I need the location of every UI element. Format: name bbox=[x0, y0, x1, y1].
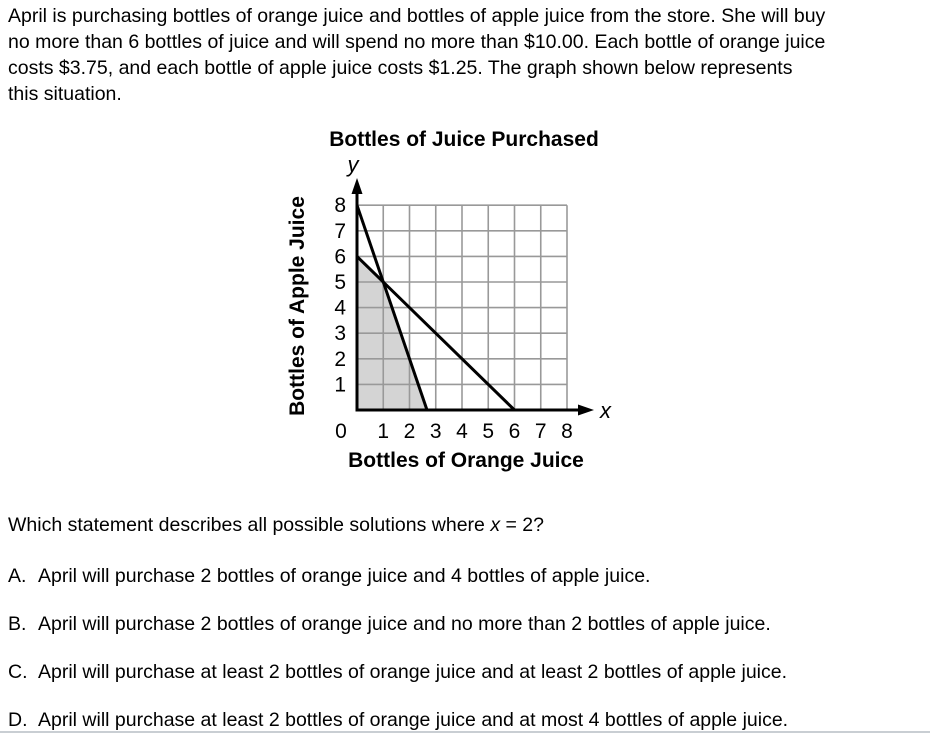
y-tick-label: 4 bbox=[334, 297, 346, 320]
x-tick-label: 4 bbox=[456, 420, 468, 443]
option-text: April will purchase 2 bottles of orange … bbox=[38, 613, 771, 635]
y-axis-arrow-icon bbox=[351, 178, 363, 194]
question-suffix: = 2? bbox=[500, 514, 544, 536]
x-tick-label: 3 bbox=[430, 420, 442, 443]
option-letter: D. bbox=[8, 709, 28, 731]
constraint-lines-layer bbox=[355, 204, 516, 412]
question-prefix: Which statement describes all possible s… bbox=[8, 514, 491, 536]
x-axis-letter: x bbox=[599, 398, 612, 423]
answer-option-d: D. April will purchase at least 2 bottle… bbox=[8, 707, 928, 733]
x-tick-label: 1 bbox=[377, 420, 389, 443]
problem-statement-line: April is purchasing bottles of orange ju… bbox=[8, 5, 826, 27]
x-axis-title: Bottles of Orange Juice bbox=[348, 449, 584, 472]
problem-statement-line: this situation. bbox=[8, 83, 122, 105]
x-tick-label: 0 bbox=[335, 420, 347, 443]
y-tick-label: 1 bbox=[334, 373, 346, 396]
answer-option-c: C. April will purchase at least 2 bottle… bbox=[8, 659, 928, 685]
juice-graph: Bottles of Juice Purchased 0 1 2 3 4 5 6 7 81234… bbox=[286, 128, 612, 472]
shallow-boundary-line bbox=[355, 255, 516, 412]
y-axis-letter: y bbox=[346, 152, 361, 177]
answer-option-a: A. April will purchase 2 bottles of oran… bbox=[8, 563, 928, 589]
steep-boundary-line bbox=[355, 204, 429, 411]
chart-title: Bottles of Juice Purchased bbox=[329, 128, 599, 151]
y-tick-label: 8 bbox=[334, 194, 346, 217]
option-letter: A. bbox=[8, 565, 27, 587]
answer-option-b: B. April will purchase 2 bottles of oran… bbox=[8, 611, 928, 637]
x-tick-label: 8 bbox=[561, 420, 573, 443]
y-tick-label: 7 bbox=[334, 220, 346, 243]
x-tick-label: 2 bbox=[404, 420, 416, 443]
page-bottom-edge-line bbox=[0, 731, 930, 733]
x-axis-arrow-icon bbox=[578, 404, 594, 416]
option-text: April will purchase at least 2 bottles o… bbox=[38, 709, 789, 731]
y-tick-label: 3 bbox=[334, 322, 346, 345]
y-tick-label: 2 bbox=[334, 348, 346, 371]
x-tick-label: 7 bbox=[535, 420, 547, 443]
problem-statement-line: costs $3.75, and each bottle of apple ju… bbox=[8, 57, 793, 79]
problem-statement-line: no more than 6 bottles of juice and will… bbox=[8, 31, 826, 53]
x-tick-label: 6 bbox=[509, 420, 521, 443]
problem-statement: April is purchasing bottles of orange ju… bbox=[8, 3, 926, 107]
option-text: April will purchase 2 bottles of orange … bbox=[38, 565, 651, 587]
question-text: Which statement describes all possible s… bbox=[8, 512, 926, 538]
option-text: April will purchase at least 2 bottles o… bbox=[38, 661, 788, 683]
y-tick-label: 5 bbox=[334, 271, 346, 294]
answer-options: A. April will purchase 2 bottles of oran… bbox=[8, 563, 928, 755]
option-letter: C. bbox=[8, 661, 28, 683]
y-axis-title: Bottles of Apple Juice bbox=[286, 196, 309, 416]
option-letter: B. bbox=[8, 613, 27, 635]
y-tick-label: 6 bbox=[334, 245, 346, 268]
x-tick-label: 5 bbox=[482, 420, 494, 443]
question-variable: x bbox=[490, 514, 501, 536]
